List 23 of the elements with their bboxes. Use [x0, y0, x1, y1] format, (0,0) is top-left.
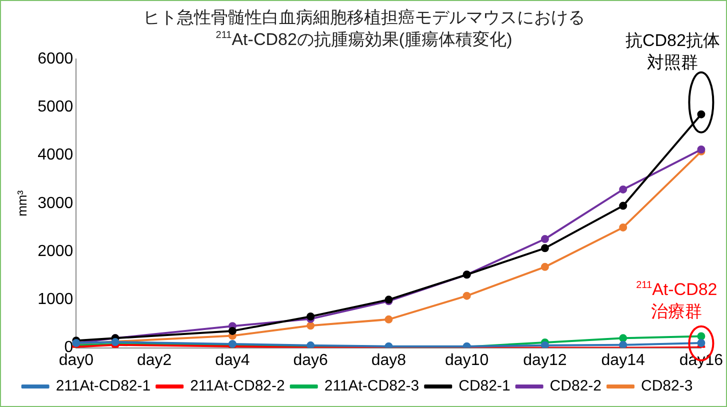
x-tick-label: day2: [136, 352, 172, 369]
x-tick-label: day4: [215, 352, 250, 369]
chart-title: ヒト急性骨髄性白血病細胞移植担癌モデルマウスにおける$^{211}$At-CD82の抗腫瘍効果(腫瘍体積変化): [142, 7, 586, 51]
annotation: 抗CD82抗体対照群: [624, 30, 721, 74]
legend-label: 211At-CD82-3: [324, 378, 420, 395]
x-tick-label: day14: [601, 352, 645, 369]
y-tick-label: 1000: [38, 291, 74, 308]
legend-label: 211At-CD82-2: [190, 378, 285, 395]
y-tick-label: 5000: [38, 98, 74, 116]
annotation: $^{211}$At-CD82治療群: [635, 279, 718, 324]
legend-label: CD82-1: [458, 378, 510, 395]
y-tick-label: 6000: [38, 50, 74, 68]
x-tick-label: day8: [371, 352, 406, 369]
y-tick-label: 3000: [38, 194, 74, 212]
y-axis-title: mm³: [14, 190, 30, 216]
x-tick-label: day12: [523, 352, 567, 369]
legend-label: 211At-CD82-1: [56, 378, 151, 395]
y-tick-label: 4000: [38, 146, 74, 164]
y-tick-label: 2000: [38, 242, 74, 260]
x-tick-label: day6: [293, 352, 328, 369]
legend-label: CD82-3: [640, 378, 693, 395]
legend-label: CD82-2: [550, 378, 602, 395]
x-tick-label: day10: [445, 352, 489, 369]
